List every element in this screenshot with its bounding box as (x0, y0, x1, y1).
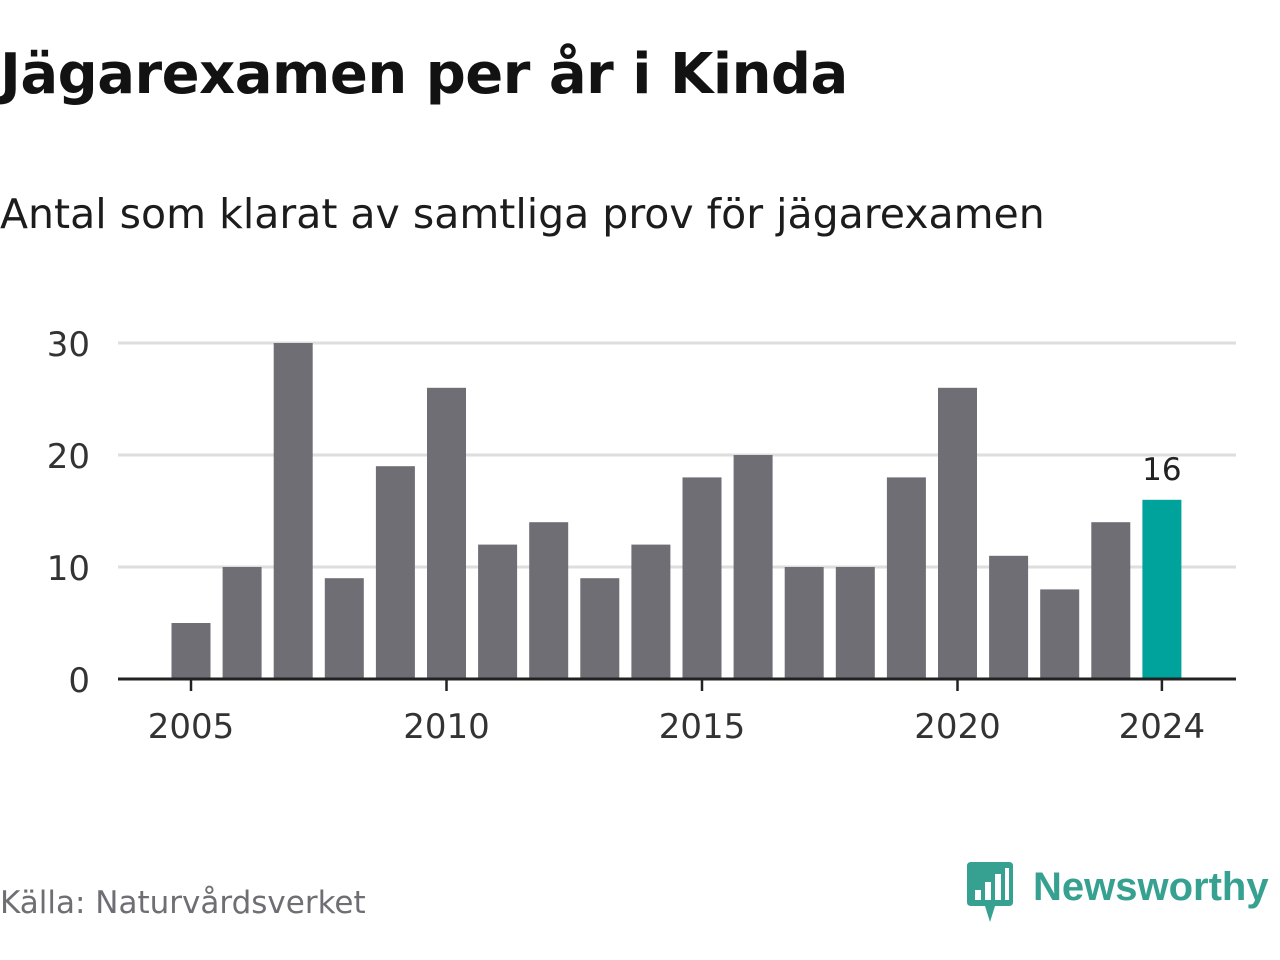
bar-2020 (938, 387, 977, 679)
chart-title: Jägarexamen per år i Kinda (0, 42, 848, 107)
newsworthy-logo-icon (967, 862, 1013, 922)
data-labels: 16 (1142, 452, 1181, 488)
bar-2007 (273, 343, 313, 679)
bar-2011 (478, 544, 518, 679)
brand-logo: Newsworthy (965, 862, 1269, 926)
axes: 0 10 20 30 2005 2010 2015 2020 2024 (47, 325, 1236, 747)
bar-2012 (529, 522, 569, 679)
x-tick-label: 2005 (148, 707, 235, 747)
bar-2006 (222, 567, 262, 679)
y-tick-label: 30 (47, 325, 90, 365)
bar-2014 (631, 544, 671, 679)
data-label: 16 (1142, 452, 1181, 488)
bar-2022 (1040, 589, 1080, 679)
y-tick-label: 20 (47, 437, 90, 477)
bar-2005 (171, 623, 211, 679)
bar-2018 (835, 567, 875, 679)
bar-2008 (324, 578, 364, 679)
x-tick-label: 2024 (1119, 707, 1206, 747)
bar-2019 (886, 477, 926, 679)
chart-subtitle: Antal som klarat av samtliga prov för jä… (0, 190, 1045, 238)
bar-2021 (989, 555, 1029, 679)
y-tick-label: 0 (68, 661, 90, 701)
bar-2009 (375, 466, 415, 679)
bar-2015 (682, 477, 722, 679)
bar-2017 (784, 567, 824, 679)
bar-2023 (1091, 522, 1131, 679)
y-tick-label: 10 (47, 549, 90, 589)
x-tick-label: 2020 (914, 707, 1001, 747)
x-tick-label: 2015 (659, 707, 746, 747)
x-tick-label: 2010 (403, 707, 490, 747)
bars (171, 343, 1182, 679)
bar-2010 (427, 387, 466, 679)
source-note: Källa: Naturvårdsverket (0, 885, 366, 921)
brand-name: Newsworthy (1033, 865, 1269, 909)
bar-2024 (1142, 499, 1182, 679)
bar-2016 (733, 455, 773, 679)
bar-2013 (580, 578, 620, 679)
